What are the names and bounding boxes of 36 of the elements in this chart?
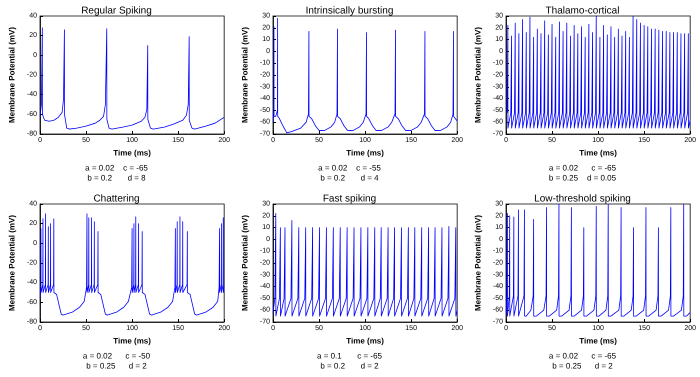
y-axis-title: Membrane Potential (mV)	[240, 214, 250, 312]
text: b = 0.2 d = 4	[320, 174, 380, 182]
x-axis-title: Time (ms)	[579, 336, 618, 346]
text: a = 0.02 c = -55	[318, 164, 382, 172]
chart-title: Chattering	[93, 194, 140, 204]
text: b = 0.2 d = 2	[320, 362, 380, 370]
chart-title: Fast spiking	[322, 194, 376, 204]
x-axis-title: Time (ms)	[113, 336, 152, 346]
line-series	[40, 27, 225, 130]
chart-title: Thalamo-cortical	[546, 6, 620, 16]
line-series	[506, 204, 691, 316]
y-axis-title: Membrane Potential (mV)	[240, 26, 250, 124]
text: a = 0.02 c = -65	[548, 352, 617, 360]
text: a = 0.02 c = -65	[85, 164, 148, 172]
y-axis-title: Membrane Potential (mV)	[474, 214, 482, 312]
chart-title: Regular Spiking	[81, 6, 152, 16]
x-axis-title: Time (ms)	[113, 148, 152, 158]
x-axis-title: Time (ms)	[346, 336, 384, 346]
line-series	[506, 16, 691, 128]
y-axis-title: Membrane Potential (mV)	[474, 26, 482, 124]
y-axis-title: Membrane Potential (mV)	[8, 26, 16, 124]
chart-title: Intrinsically bursting	[306, 6, 394, 16]
x-axis-title: Time (ms)	[346, 148, 384, 158]
x-axis-title: Time (ms)	[579, 148, 618, 158]
text: b = 0.2 d = 8	[87, 174, 146, 182]
chart-title: Low-threshold spiking	[534, 194, 631, 204]
text: a = 0.1 c = -65	[317, 352, 383, 360]
text: b = 0.25 d = 2	[552, 362, 614, 370]
line-series	[272, 18, 458, 134]
text: b = 0.25 d = 2	[86, 362, 148, 370]
text: a = 0.02 c = -65	[548, 164, 617, 172]
line-series	[272, 213, 458, 316]
line-series	[40, 213, 225, 316]
y-axis-title: Membrane Potential (mV)	[8, 214, 16, 312]
text: b = 0.25 d = 0.05	[548, 174, 617, 182]
text: a = 0.02 c = -50	[82, 352, 151, 360]
